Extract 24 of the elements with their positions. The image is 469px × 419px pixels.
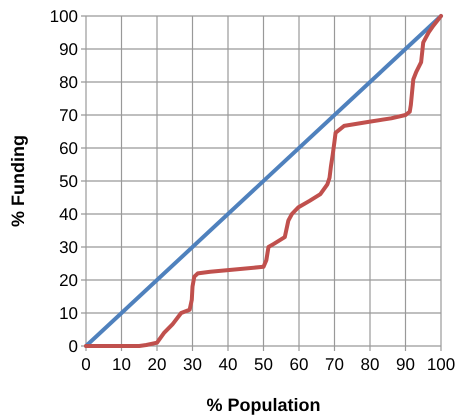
x-axis-title: % Population [206, 395, 320, 415]
x-tick-label: 60 [290, 355, 308, 374]
y-tick-label: 70 [59, 106, 78, 125]
y-tick-label: 40 [59, 204, 78, 224]
x-tick-label: 40 [218, 355, 238, 374]
x-tick-label: 90 [396, 355, 415, 374]
x-tick-label: 70 [325, 355, 344, 374]
x-tick-label: 10 [112, 355, 131, 374]
y-axis-title: % Funding [8, 135, 28, 227]
y-tick-label: 50 [59, 172, 78, 191]
y-tick-label: 10 [59, 304, 78, 323]
x-tick-label: 80 [360, 355, 380, 374]
y-tick-label: 0 [68, 336, 78, 356]
x-tick-label: 20 [148, 355, 166, 374]
x-tick-label: 0 [81, 355, 91, 374]
x-tick-label: 30 [183, 355, 202, 374]
x-tick-label: 100 [426, 355, 456, 374]
y-tick-label: 80 [59, 72, 78, 92]
x-tick-label: 50 [254, 355, 273, 374]
y-tick-label: 60 [59, 138, 78, 158]
y-tick-label: 100 [50, 6, 78, 26]
y-tick-label: 20 [59, 270, 78, 290]
y-tick-label: 30 [59, 238, 78, 257]
y-tick-label: 90 [59, 40, 78, 59]
